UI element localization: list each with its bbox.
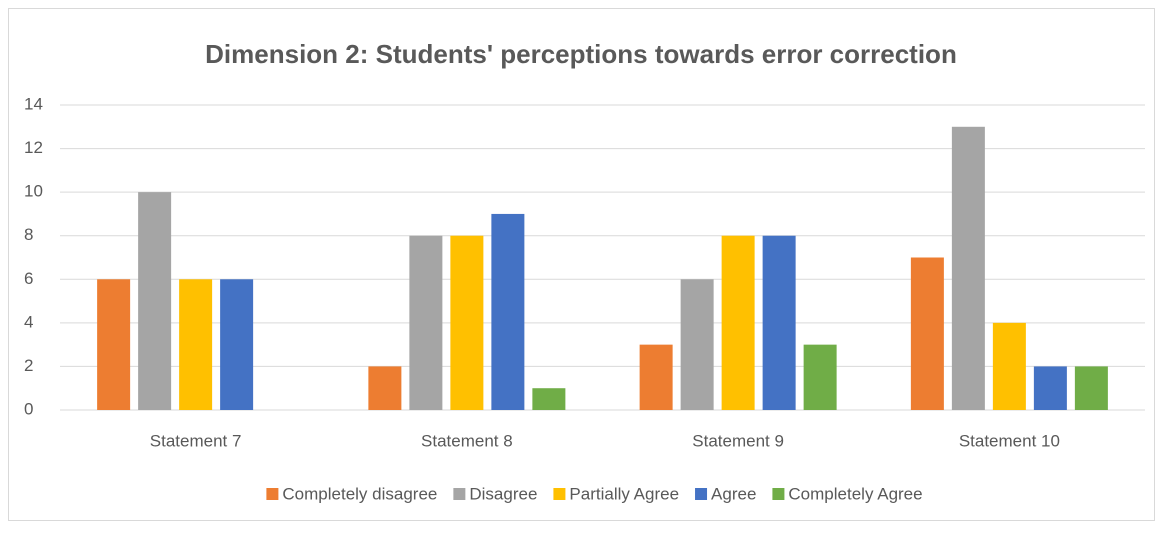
- y-tick-label: 10: [24, 182, 43, 201]
- x-tick-label: Statement 9: [692, 431, 784, 450]
- x-tick-label: Statement 7: [150, 431, 242, 450]
- bar: [1074, 366, 1108, 410]
- bar: [409, 235, 443, 410]
- legend-swatch: [553, 488, 566, 500]
- bar: [450, 235, 484, 410]
- bar: [721, 235, 755, 410]
- bar: [491, 213, 525, 410]
- bar: [1033, 366, 1067, 410]
- y-tick-label: 14: [24, 94, 43, 113]
- x-tick-label: Statement 8: [421, 431, 513, 450]
- legend-label: Completely Agree: [788, 484, 922, 503]
- legend-label: Disagree: [469, 484, 537, 503]
- bar: [639, 344, 673, 410]
- y-tick-label: 0: [24, 399, 33, 418]
- y-tick-label: 6: [24, 269, 33, 288]
- legend-swatch: [695, 488, 708, 500]
- legend-swatch: [772, 488, 785, 500]
- bar: [762, 235, 796, 410]
- x-tick-label: Statement 10: [959, 431, 1060, 450]
- chart-title: Dimension 2: Students' perceptions towar…: [205, 39, 957, 69]
- bar: [992, 322, 1026, 410]
- legend-label: Partially Agree: [569, 484, 679, 503]
- y-tick-label: 8: [24, 225, 33, 244]
- bar: [97, 279, 131, 410]
- y-tick-label: 12: [24, 138, 43, 157]
- bar: [220, 279, 254, 410]
- y-tick-label: 4: [24, 312, 33, 331]
- bar: [138, 192, 172, 410]
- legend-label: Agree: [711, 484, 756, 503]
- bar: [951, 126, 985, 411]
- bar: [368, 366, 402, 410]
- legend-swatch: [453, 488, 466, 500]
- bar: [910, 257, 944, 410]
- bar: [680, 279, 714, 410]
- bar: [179, 279, 213, 410]
- bar: [803, 344, 837, 410]
- y-tick-label: 2: [24, 356, 33, 375]
- legend-label: Completely disagree: [282, 484, 437, 503]
- legend-swatch: [266, 488, 279, 500]
- bar: [532, 388, 566, 410]
